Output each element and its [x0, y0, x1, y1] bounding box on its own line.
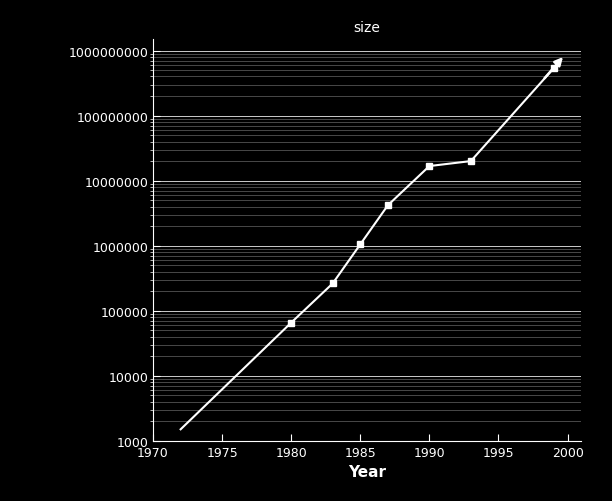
X-axis label: Year: Year [348, 464, 386, 479]
Title: size: size [354, 21, 381, 35]
